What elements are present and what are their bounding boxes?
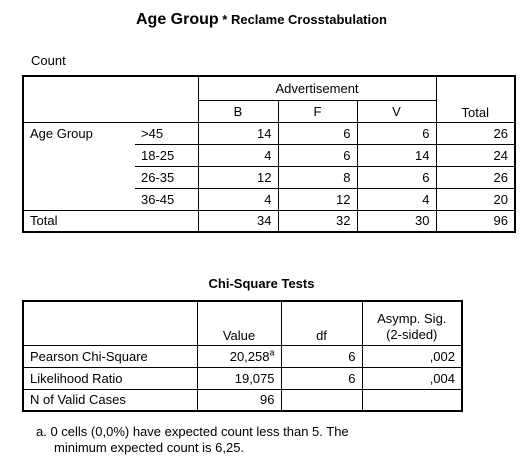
asymp-sig-header-line-1: Asymp. Sig. [377, 310, 447, 326]
crosstab-header-row-2: B F V [23, 99, 515, 123]
row-total: 24 [435, 143, 516, 167]
cell-value: 4 [197, 143, 279, 167]
column-header-b: B [197, 99, 279, 123]
chi-square-title: Chi-Square Tests [208, 276, 315, 291]
row-label: >45 [135, 121, 199, 145]
total-column-header: Total [435, 75, 516, 123]
cell-value: 8 [277, 165, 358, 189]
row-total: 26 [435, 165, 516, 189]
footnote-line-1: a. 0 cells (0,0%) have expected count le… [36, 424, 349, 439]
cell-value: 12 [197, 165, 279, 189]
row-label: 36-45 [135, 187, 199, 211]
row-total: 26 [435, 121, 516, 145]
footnote: a. 0 cells (0,0%) have expected count le… [36, 424, 349, 456]
test-sig: ,002 [361, 344, 463, 368]
cell-value: 6 [277, 143, 358, 167]
footnote-line-2: minimum expected count is 6,25. [54, 440, 245, 455]
test-label: N of Valid Cases [22, 388, 198, 412]
cell-value: 6 [356, 121, 437, 145]
test-sig: ,004 [361, 366, 463, 390]
crosstab-header-row-1: Advertisement Total [22, 75, 516, 123]
test-sig [361, 388, 463, 412]
table-row: N of Valid Cases 96 [22, 388, 463, 412]
total-row-label: Total [22, 209, 199, 233]
grand-total: 96 [435, 209, 516, 233]
cell-value: 6 [277, 121, 358, 145]
test-df [280, 388, 363, 412]
row-group-label: Age Group [22, 121, 135, 211]
crosstab-title-sub: * Reclame Crosstabulation [218, 12, 387, 27]
cell-value: 6 [356, 165, 437, 189]
cell-value: 14 [356, 143, 437, 167]
test-value: 19,075 [196, 366, 282, 390]
cell-value: 12 [277, 187, 358, 211]
cell-value: 4 [356, 187, 437, 211]
table-row: Pearson Chi-Square 20,258a 6 ,002 [22, 344, 463, 368]
crosstab-title: Age Group * Reclame Crosstabulation [0, 11, 523, 29]
test-label: Likelihood Ratio [22, 366, 198, 390]
table-row: Age Group >45 14 6 6 26 [22, 121, 516, 211]
test-df: 6 [280, 344, 363, 368]
total-row: Total 34 32 30 96 [22, 209, 516, 233]
cell-value: 4 [197, 187, 279, 211]
test-value-number: 20,258 [229, 348, 270, 364]
asymp-sig-header: Asymp. Sig. (2-sided) [361, 300, 463, 346]
test-value: 96 [196, 388, 282, 412]
column-total: 34 [197, 209, 279, 233]
chi-square-header-row: Value df Asymp. Sig. (2-sided) [22, 300, 463, 346]
table-row: 36-45 4 12 4 20 [23, 187, 516, 211]
test-value: 20,258a [196, 344, 282, 368]
asymp-sig-header-line-2: (2-sided) [386, 326, 438, 342]
row-label: 26-35 [135, 165, 199, 189]
chi-square-table: Value df Asymp. Sig. (2-sided) Pearson Ch… [22, 300, 463, 412]
column-header-v: V [356, 99, 437, 123]
column-total: 30 [356, 209, 437, 233]
count-label: Count [31, 53, 66, 68]
crosstab-table: Advertisement Total B F V Age Group >45 … [22, 75, 516, 233]
row-total: 20 [435, 187, 516, 211]
crosstab-title-main: Age Group [136, 11, 219, 28]
footnote-marker: a [269, 347, 275, 358]
column-total: 32 [277, 209, 358, 233]
df-header: df [280, 300, 363, 346]
column-header-f: F [277, 99, 358, 123]
chi-square-corner-cell [22, 300, 198, 346]
test-df: 6 [280, 366, 363, 390]
advertisement-header: Advertisement [197, 75, 437, 101]
cell-value: 14 [197, 121, 279, 145]
crosstab-corner-cell [22, 75, 199, 123]
value-header: Value [196, 300, 282, 346]
row-label: 18-25 [135, 143, 199, 167]
table-row: 18-25 4 6 14 24 [23, 143, 516, 167]
test-label: Pearson Chi-Square [22, 344, 198, 368]
table-row: Likelihood Ratio 19,075 6 ,004 [22, 366, 463, 390]
